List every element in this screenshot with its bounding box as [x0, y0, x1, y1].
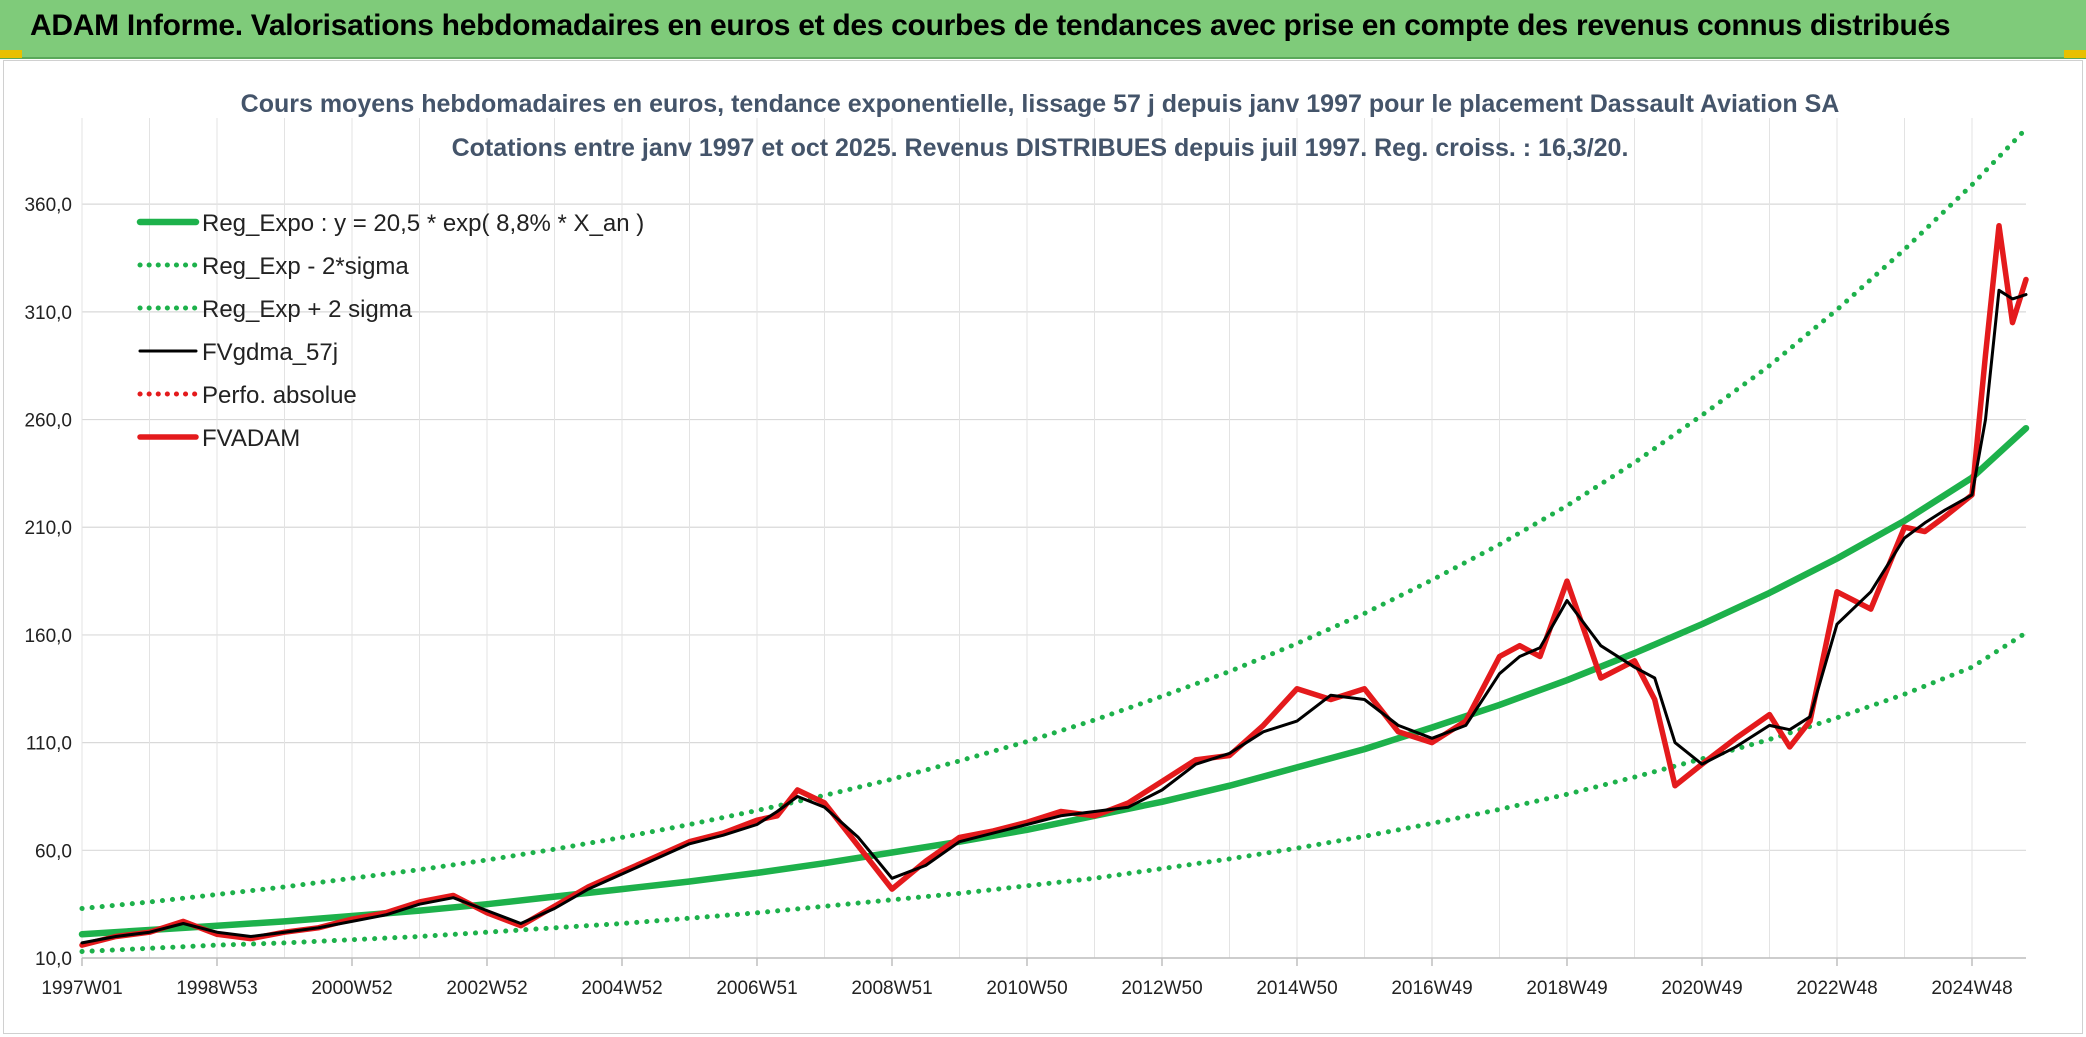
- x-tick-label: 2010W50: [986, 978, 1067, 999]
- x-tick-label: 2018W49: [1526, 978, 1607, 999]
- x-tick-label: 2016W49: [1391, 978, 1472, 999]
- series-line-fvadam: [79, 222, 2029, 948]
- chart-frame: [3, 60, 2083, 1034]
- legend-label: Perfo. absolue: [202, 382, 357, 409]
- legend-label: FVADAM: [202, 425, 300, 452]
- legend-label: Reg_Exp + 2 sigma: [202, 296, 413, 323]
- x-tick-label: 1997W01: [41, 978, 122, 999]
- y-tick-label: 260,0: [24, 411, 72, 432]
- y-tick-label: 210,0: [24, 518, 72, 539]
- x-tick-label: 2000W52: [311, 978, 392, 999]
- y-tick-label: 10,0: [35, 949, 72, 970]
- legend-label: Reg_Expo : y = 20,5 * exp( 8,8% * X_an ): [202, 210, 644, 237]
- banner-corner-left: [0, 50, 22, 58]
- x-tick-label: 2022W48: [1796, 978, 1877, 999]
- x-tick-label: 1998W53: [176, 978, 257, 999]
- y-tick-label: 360,0: [24, 195, 72, 216]
- legend-label: Reg_Exp - 2*sigma: [202, 253, 409, 280]
- x-tick-label: 2004W52: [581, 978, 662, 999]
- grid-layer: [81, 118, 2026, 959]
- report-banner: ADAM Informe. Valorisations hebdomadaire…: [0, 0, 2086, 59]
- series-line-reg-exp-2-sigma: [79, 126, 2029, 911]
- x-tick-label: 2002W52: [446, 978, 527, 999]
- y-tick-label: 310,0: [24, 303, 72, 324]
- x-tick-label: 2008W51: [851, 978, 932, 999]
- series-line-fvgdma-57j: [80, 288, 2028, 945]
- legend-label: FVgdma_57j: [202, 339, 338, 366]
- x-tick-label: 2024W48: [1931, 978, 2012, 999]
- series-line-reg-exp-2-sigma: [79, 630, 2029, 954]
- legend: Reg_Expo : y = 20,5 * exp( 8,8% * X_an )…: [136, 210, 644, 452]
- report-title: ADAM Informe. Valorisations hebdomadaire…: [30, 9, 1951, 42]
- banner-corner-right: [2064, 50, 2086, 58]
- y-tick-label: 160,0: [24, 626, 72, 647]
- chart-title-line-1: Cours moyens hebdomadaires en euros, ten…: [241, 90, 1840, 118]
- series-line-reg-expo-y-20-5-exp-8-8-x-an: [78, 424, 2030, 938]
- series-layer: [78, 126, 2030, 954]
- x-tick-label: 2012W50: [1121, 978, 1202, 999]
- chart-title-line-2: Cotations entre janv 1997 et oct 2025. R…: [452, 134, 1629, 162]
- y-tick-label: 110,0: [26, 734, 72, 755]
- x-tick-label: 2006W51: [716, 978, 797, 999]
- y-tick-label: 60,0: [35, 841, 72, 862]
- x-tick-label: 2020W49: [1661, 978, 1742, 999]
- x-tick-label: 2014W50: [1256, 978, 1337, 999]
- axis-layer: 10,0 60,0 110,0 160,0 210,0 260,0 310,0 360,0 19…: [24, 195, 2026, 999]
